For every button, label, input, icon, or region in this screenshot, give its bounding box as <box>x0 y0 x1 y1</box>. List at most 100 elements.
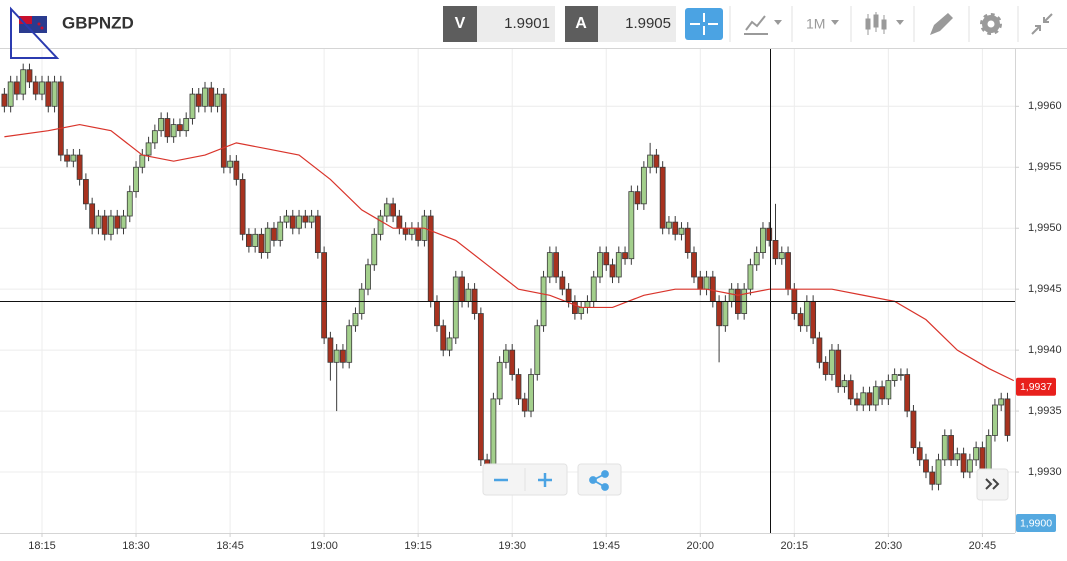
candle-body <box>816 337 823 363</box>
candle-body <box>684 227 691 253</box>
candle-body <box>383 203 390 217</box>
candle-body <box>966 459 973 473</box>
ask-badge[interactable] <box>565 6 598 42</box>
candle-body <box>177 124 183 132</box>
candle-body <box>145 142 152 156</box>
draw-tool-button[interactable] <box>930 13 953 35</box>
candle-body <box>352 313 359 327</box>
y-tick-label: 1,9945 <box>1028 283 1062 295</box>
candle-body <box>452 276 459 339</box>
candle-body <box>477 313 484 461</box>
candle-body <box>227 160 233 168</box>
candle-body <box>283 215 290 223</box>
y-tick-label: 1,9940 <box>1028 344 1062 356</box>
candle-body <box>785 252 791 290</box>
candle-body <box>559 276 566 290</box>
candle-body <box>76 154 83 180</box>
candle-body <box>208 87 215 107</box>
candle-body <box>778 252 785 260</box>
candle-body <box>252 233 259 247</box>
candle-body <box>202 87 208 107</box>
candle-body <box>1004 398 1011 436</box>
candle-body <box>427 215 434 302</box>
share-button[interactable] <box>577 463 622 496</box>
candle-body <box>446 337 453 351</box>
interval[interactable]: 1M <box>806 16 825 32</box>
candle-body <box>973 447 980 461</box>
candle-body <box>904 374 911 412</box>
chart-type-button[interactable] <box>744 15 782 35</box>
candle-body <box>120 215 127 229</box>
candle-body <box>490 398 497 467</box>
candle-body <box>640 166 647 205</box>
x-tick-label: 20:45 <box>969 540 997 552</box>
candle-body <box>553 252 559 278</box>
candle-body <box>195 93 202 107</box>
zoom-in[interactable] <box>538 473 552 487</box>
y-tick-label: 1,9930 <box>1028 466 1062 478</box>
candle-body <box>590 276 597 302</box>
candle-body <box>415 227 422 241</box>
candle-body <box>829 349 835 375</box>
candle-body <box>841 380 848 388</box>
candle-body <box>753 252 760 266</box>
candle-body <box>666 221 672 229</box>
last-price-label: 1,9937 <box>1020 381 1052 393</box>
settings-button[interactable] <box>980 13 1002 35</box>
x-tick-label: 20:15 <box>781 540 809 552</box>
candle-body <box>271 227 277 241</box>
candle-body <box>302 215 309 223</box>
x-tick-label: 18:15 <box>28 540 56 552</box>
candle-body <box>503 349 509 363</box>
candle-body <box>678 227 685 235</box>
candle-style-button[interactable] <box>865 12 904 35</box>
x-tick-label: 19:00 <box>310 540 338 552</box>
candle-body <box>51 81 58 107</box>
bid-box[interactable] <box>477 6 555 42</box>
candle-body <box>716 300 722 327</box>
candle-body <box>866 392 873 406</box>
candle-body <box>245 233 252 247</box>
candle-body <box>64 154 70 162</box>
candle-body <box>70 154 77 162</box>
symbol[interactable]: GBPNZD <box>62 13 134 32</box>
candle-body <box>847 380 854 400</box>
x-tick-label: 18:30 <box>122 540 150 552</box>
plot <box>0 49 1015 533</box>
candle-body <box>233 160 240 180</box>
candle-body <box>923 459 929 473</box>
ask-box[interactable] <box>598 6 676 42</box>
candle-body <box>133 166 139 193</box>
cursor-tag <box>1016 514 1056 532</box>
user-drawing[interactable] <box>10 6 60 59</box>
candle-body <box>365 264 371 290</box>
candle-body <box>697 276 704 290</box>
candle-body <box>797 313 804 327</box>
candle-body <box>960 453 967 473</box>
candle-body <box>126 191 133 217</box>
crosshair-button[interactable] <box>685 8 723 40</box>
y-tick-label: 1,9935 <box>1028 405 1062 417</box>
candle-body <box>515 374 522 400</box>
candle-body <box>95 215 102 229</box>
bid-price: 1.9901 <box>504 15 550 32</box>
candle-body <box>910 410 917 449</box>
candle-body <box>948 435 954 461</box>
candle-body <box>408 227 415 235</box>
candle-body <box>189 93 196 119</box>
candle-body <box>709 276 716 302</box>
candle-body <box>571 300 578 314</box>
candle-body <box>521 398 528 412</box>
flag-icon <box>19 16 47 33</box>
collapse-button[interactable] <box>1031 13 1053 35</box>
ask-label: A <box>575 15 587 32</box>
candle-body <box>82 179 89 205</box>
candle-body <box>39 81 45 95</box>
candle-body <box>634 191 641 205</box>
candle-body <box>935 459 942 485</box>
scroll-end-button[interactable] <box>976 468 1009 501</box>
bid-badge[interactable] <box>443 6 477 42</box>
candle-body <box>158 118 165 132</box>
